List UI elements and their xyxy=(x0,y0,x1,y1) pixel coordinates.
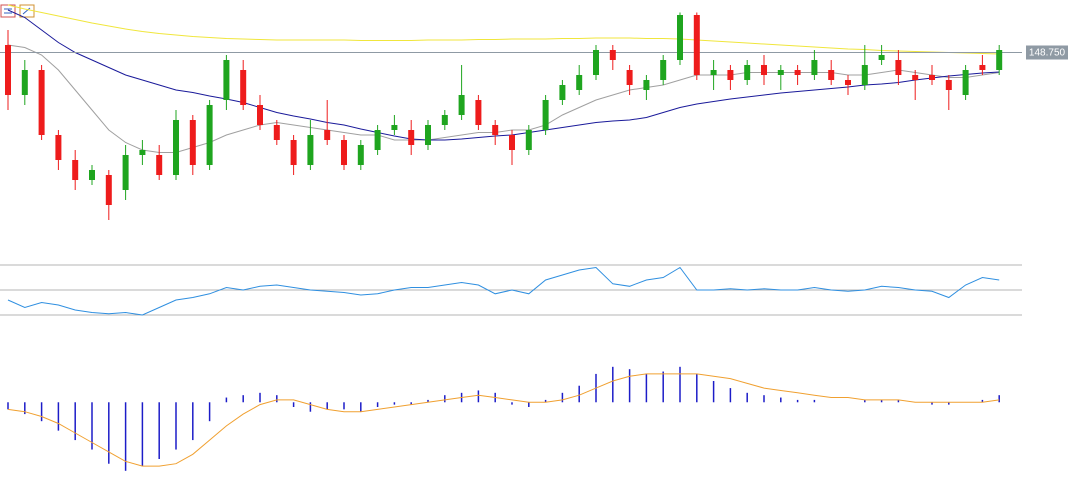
candle-body xyxy=(105,175,112,205)
candle-body xyxy=(458,95,465,115)
candle-body xyxy=(189,120,196,165)
candle-body xyxy=(223,60,230,100)
candle-body xyxy=(660,60,667,80)
candle-body xyxy=(21,70,28,95)
candle-body xyxy=(895,60,902,75)
candle-body xyxy=(156,155,163,175)
candle-body xyxy=(828,70,835,80)
candle-body xyxy=(425,125,431,145)
candle-body xyxy=(38,70,45,135)
icon-line xyxy=(22,7,31,15)
candle-body xyxy=(89,170,95,180)
candle-body xyxy=(929,75,935,80)
moving-average xyxy=(7,9,1000,141)
candle-body xyxy=(777,70,784,75)
indicator-line xyxy=(7,266,1000,316)
candle-body xyxy=(525,130,532,150)
candle-body xyxy=(861,65,868,85)
candle-body xyxy=(307,135,314,165)
candle-body xyxy=(693,15,700,75)
candle-body xyxy=(72,160,79,180)
candle-body xyxy=(593,50,599,75)
candle-body xyxy=(912,75,919,80)
candle-body xyxy=(55,135,62,160)
candle-body xyxy=(357,145,364,165)
candle-body xyxy=(845,80,851,85)
candle-body xyxy=(794,70,801,75)
candle-body xyxy=(173,120,179,175)
candle-body xyxy=(324,130,331,140)
candle-body xyxy=(609,50,616,60)
price-label-box xyxy=(1026,45,1068,60)
candle-body xyxy=(744,65,751,80)
candle-body xyxy=(979,65,986,70)
candle-body xyxy=(475,100,482,125)
moving-average xyxy=(7,4,1000,55)
candle-body xyxy=(945,80,952,90)
candle-body xyxy=(761,65,767,75)
candle-body xyxy=(5,45,11,95)
price-label: 148.750 xyxy=(1029,48,1066,59)
candle-body xyxy=(727,70,734,80)
candle-body xyxy=(643,80,650,90)
candle-body xyxy=(139,150,146,155)
candle-body xyxy=(391,125,398,130)
candle-body xyxy=(290,140,297,165)
candle-body xyxy=(626,70,633,85)
icon xyxy=(0,4,16,18)
candle-body xyxy=(996,50,1003,70)
candle-body xyxy=(341,140,347,165)
candle-body xyxy=(576,75,583,90)
candle-body xyxy=(122,155,129,190)
candle-body xyxy=(374,130,381,150)
toolbar-icons xyxy=(0,4,35,18)
candle-body xyxy=(206,105,213,165)
candle-body xyxy=(408,130,415,145)
candle-body xyxy=(509,135,515,150)
candle-body xyxy=(559,85,566,100)
candle-body xyxy=(878,55,885,60)
candle-body xyxy=(273,125,280,140)
candle-body xyxy=(811,60,818,75)
signal-line xyxy=(7,373,1000,467)
candle-body xyxy=(710,70,717,75)
candle-body xyxy=(492,125,499,135)
candle-body xyxy=(677,15,683,60)
moving-average xyxy=(7,44,1000,153)
candle-body xyxy=(257,105,263,125)
candle-body xyxy=(962,70,969,95)
candle-body xyxy=(542,100,549,130)
candle-body xyxy=(441,115,448,125)
candle-body xyxy=(240,70,247,105)
